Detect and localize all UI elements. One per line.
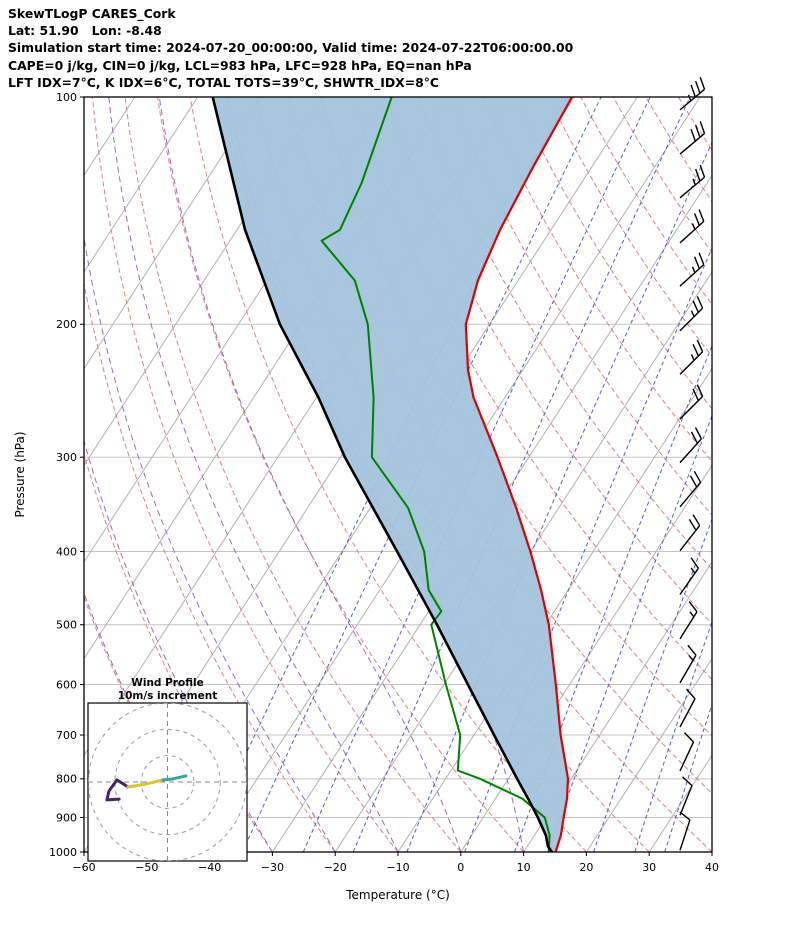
wind-barb (679, 76, 706, 111)
wind-barb (679, 644, 697, 684)
dewpoint-curve (320, 97, 551, 852)
wind-barb (679, 514, 701, 552)
pressure-tick-label: 600 (56, 678, 77, 691)
temperature-tick-label: −50 (135, 861, 158, 874)
temperature-tick-label: −10 (386, 861, 409, 874)
indices-line-1: CAPE=0 j/kg, CIN=0 j/kg, LCL=983 hPa, LF… (8, 57, 472, 73)
times-line: Simulation start time: 2024-07-20_00:00:… (8, 40, 574, 56)
wind-barbs (679, 76, 706, 851)
pressure-tick-label: 900 (56, 811, 77, 824)
hodograph-trace (105, 774, 188, 802)
location-line: Lat: 51.90 Lon: -8.48 (8, 23, 162, 39)
x-axis-label: Temperature (°C) (345, 888, 450, 902)
temperature-curve (464, 97, 574, 852)
temperature-tick-label: 30 (642, 861, 656, 874)
pressure-tick-label: 400 (56, 545, 77, 558)
temperature-tick-labels: −60 −50 −40 −30 −20 −10 0 10 20 30 40 (72, 852, 719, 874)
temperature-tick-label: −60 (72, 861, 95, 874)
cape-shading (212, 97, 572, 852)
pressure-tick-label: 700 (56, 729, 77, 742)
wind-barb (679, 811, 691, 851)
hodograph-title: Wind Profile (131, 677, 203, 689)
hodograph-subtitle: 10m/s increment (118, 690, 217, 702)
parcel-curve (211, 97, 554, 852)
temperature-tick-label: −40 (198, 861, 221, 874)
pressure-tick-label: 500 (56, 619, 77, 632)
wind-barb (679, 601, 698, 640)
wind-barb (679, 296, 704, 332)
wind-barb (679, 121, 706, 155)
pressure-tick-labels: 100 200 300 400 500 600 700 800 900 1000 (49, 91, 84, 859)
pressure-tick-label: 1000 (49, 846, 77, 859)
temperature-tick-label: −30 (261, 861, 284, 874)
hodograph-grid (88, 703, 247, 861)
wind-barb (679, 427, 703, 464)
wind-barb (679, 209, 705, 244)
chart-header: SkewTLogP CARES_Cork Lat: 51.90 Lon: -8.… (8, 5, 573, 91)
pressure-tick-label: 800 (56, 773, 77, 786)
wind-barb (679, 688, 696, 728)
wind-barb (679, 164, 706, 199)
wind-barb (679, 384, 704, 420)
pressure-tick-label: 100 (56, 91, 77, 104)
wind-barb (679, 776, 693, 816)
wind-barb (679, 339, 704, 375)
pressure-tick-label: 200 (56, 318, 77, 331)
wind-barb (679, 732, 695, 772)
temperature-tick-label: 10 (517, 861, 531, 874)
temperature-tick-label: 40 (705, 861, 719, 874)
chart-title: SkewTLogP CARES_Cork (8, 6, 176, 21)
temperature-tick-label: −20 (324, 861, 347, 874)
temperature-tick-label: 20 (579, 861, 593, 874)
y-axis-label: Pressure (hPa) (13, 431, 27, 517)
wind-barb (679, 557, 699, 595)
wind-barb (679, 252, 705, 287)
indices-line-2: LFT IDX=7°C, K IDX=6°C, TOTAL TOTS=39°C,… (8, 74, 440, 90)
temperature-tick-label: 0 (457, 861, 464, 874)
pressure-tick-label: 300 (56, 451, 77, 464)
wind-barb (679, 470, 702, 508)
